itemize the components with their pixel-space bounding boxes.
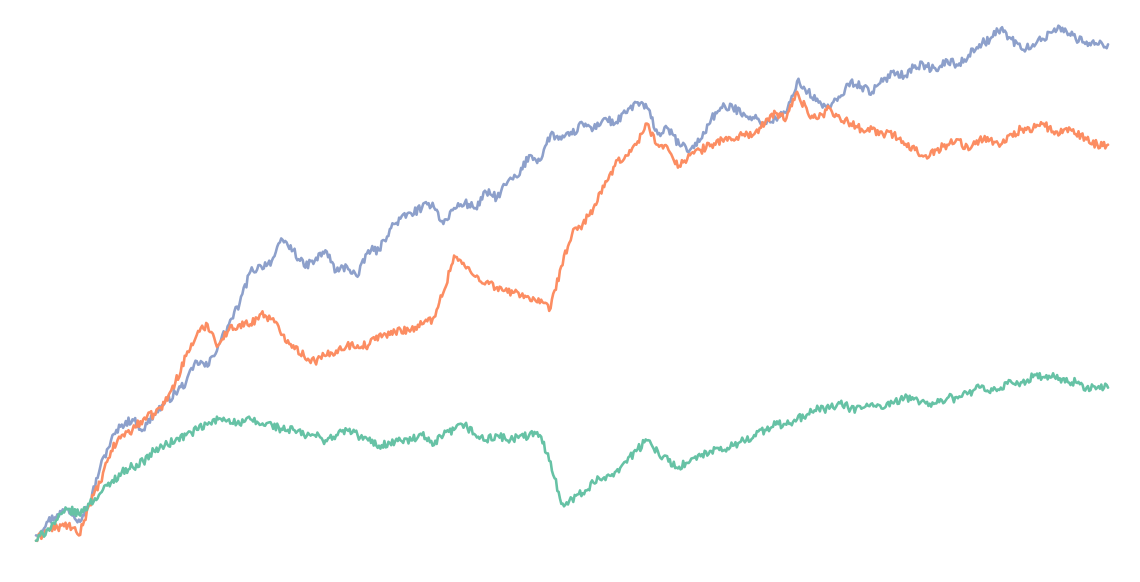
- series-line-2: [34, 90, 1110, 543]
- series-layer: [34, 24, 1110, 543]
- series-line-3: [34, 371, 1110, 542]
- series-line-1: [34, 24, 1110, 537]
